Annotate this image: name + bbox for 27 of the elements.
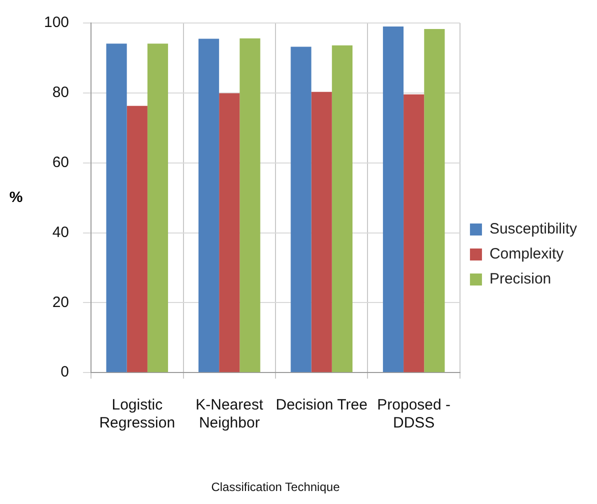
y-tick-label: 100	[44, 14, 70, 32]
bar	[198, 38, 220, 372]
x-axis-title: Classification Technique	[211, 480, 340, 494]
bar	[404, 94, 424, 372]
y-tick-label: 40	[52, 224, 70, 241]
y-axis-title: %	[9, 188, 23, 206]
x-tick-label: K-Nearest Neighbor	[196, 396, 264, 432]
x-tick-label: Proposed - DDSS	[377, 396, 451, 432]
bar	[382, 26, 404, 372]
y-tick-label: 80	[52, 84, 70, 102]
bar	[290, 46, 312, 372]
bar	[424, 28, 445, 372]
y-tick-label: 0	[60, 364, 70, 381]
x-tick-label: Decision Tree	[276, 396, 368, 414]
bar	[332, 45, 353, 372]
bar	[147, 44, 168, 372]
x-tick-label: Logistic Regression	[99, 396, 176, 432]
legend-label: Precision	[489, 270, 552, 288]
bar	[219, 93, 240, 372]
bar	[240, 38, 260, 372]
y-tick-label: 60	[52, 154, 70, 171]
bar	[311, 92, 332, 372]
legend-label: Complexity	[489, 246, 564, 263]
bar	[106, 44, 127, 372]
legend-label: Susceptibility	[489, 220, 578, 238]
y-tick-label: 20	[52, 294, 70, 311]
bar	[126, 106, 148, 372]
